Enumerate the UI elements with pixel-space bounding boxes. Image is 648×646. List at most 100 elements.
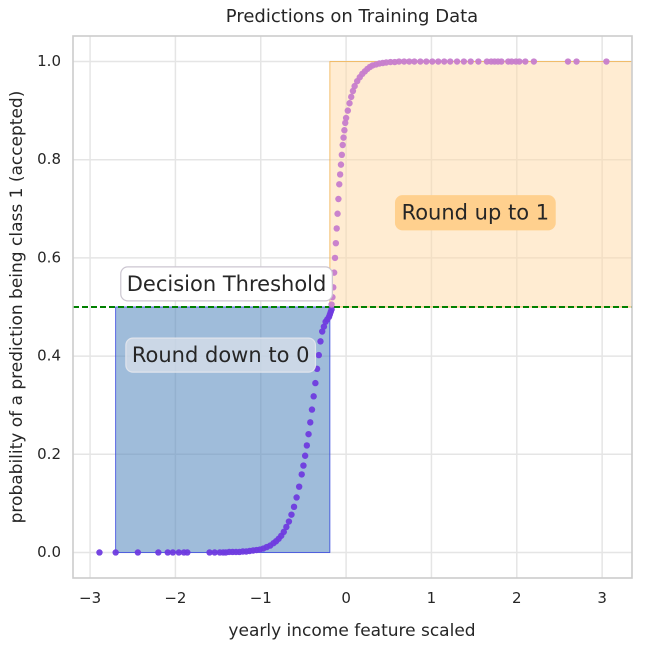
class-1-point <box>332 239 340 247</box>
class-1-point <box>417 58 424 65</box>
class-1-point <box>453 58 461 65</box>
class-0-point <box>184 549 191 556</box>
class-0-point <box>307 419 314 426</box>
class-0-point <box>134 549 142 556</box>
chart-title: Predictions on Training Data <box>226 6 478 27</box>
class-1-point <box>340 134 347 141</box>
class-1-point <box>331 254 339 262</box>
class-1-point <box>342 114 350 122</box>
class-1-point <box>328 301 335 308</box>
class-0-point <box>280 528 287 536</box>
decision-threshold-label: Decision Threshold <box>127 272 327 296</box>
x-tick-label: −1 <box>250 589 272 607</box>
class-0-point <box>211 549 218 556</box>
class-1-point <box>406 58 413 65</box>
class-1-point <box>429 58 436 65</box>
y-tick-label: 0.8 <box>37 150 61 168</box>
y-tick-label: 0.6 <box>37 248 61 266</box>
class-1-point <box>441 58 448 65</box>
class-0-point <box>155 549 162 556</box>
class-1-point <box>516 58 523 65</box>
class-0-point <box>320 323 328 330</box>
class-0-point <box>169 549 177 556</box>
class-1-point <box>530 58 538 65</box>
class-1-point <box>348 93 355 101</box>
class-1-point <box>337 161 345 168</box>
class-0-point <box>310 393 317 400</box>
class-1-point <box>341 127 348 134</box>
annotations: Decision Threshold Round down to 0 Round u… <box>120 195 556 373</box>
class-1-point <box>603 58 610 65</box>
class-0-point <box>290 503 298 511</box>
class-0-point <box>301 452 309 459</box>
y-axis-label: probability of a prediction being class … <box>7 91 27 524</box>
class-1-point <box>460 58 468 65</box>
class-1-point <box>475 58 482 65</box>
round-down-label: Round down to 0 <box>132 343 310 367</box>
class-0-point <box>112 549 119 556</box>
class-0-point <box>317 338 324 345</box>
class-1-point <box>336 181 343 188</box>
round-down-label-box <box>125 337 317 373</box>
class-0-point <box>96 549 103 556</box>
class-1-point <box>423 58 430 65</box>
x-tick-label: −2 <box>164 589 186 607</box>
class-0-point <box>283 523 290 531</box>
x-tick-label: 1 <box>427 589 437 607</box>
class-1-point <box>467 58 474 65</box>
class-0-point <box>328 306 335 313</box>
plot-frame <box>72 35 633 579</box>
class-0-point <box>298 471 305 478</box>
decision-threshold-label-box <box>120 266 333 302</box>
y-tick-label: 0.2 <box>37 445 61 463</box>
class-1-point <box>349 87 357 95</box>
class-0-point <box>285 518 293 525</box>
class-1-point <box>395 58 403 65</box>
round-up-label-group: Round up to 1 <box>394 195 556 231</box>
class-1-point <box>351 82 358 90</box>
data-points <box>96 58 610 556</box>
class-0-point <box>305 430 312 438</box>
class-1-point <box>342 119 349 127</box>
class-1-point <box>411 58 418 65</box>
class-0-point <box>308 406 316 413</box>
class-1-point <box>447 58 454 65</box>
class-1-point <box>333 225 340 232</box>
class-0-point <box>164 549 171 556</box>
class-1-point <box>522 58 529 65</box>
class-0-point <box>319 328 326 335</box>
class-1-point <box>498 58 505 65</box>
y-tick-label: 0.0 <box>37 543 61 561</box>
class-1-point <box>334 210 341 217</box>
class-0-point <box>303 442 311 449</box>
decision-threshold-label-group: Decision Threshold <box>120 266 333 302</box>
round-up-region <box>329 61 633 308</box>
y-axis-ticks: 0.0 0.2 0.4 0.6 0.8 1.0 <box>37 52 61 561</box>
class-0-point <box>206 549 213 556</box>
class-1-point <box>336 171 344 178</box>
x-tick-label: 2 <box>512 589 522 607</box>
class-1-point <box>564 58 572 65</box>
y-tick-label: 1.0 <box>37 52 61 70</box>
class-1-point <box>346 100 353 107</box>
class-1-point <box>335 195 342 203</box>
class-1-point <box>400 58 408 65</box>
class-1-point <box>338 151 346 159</box>
class-1-point <box>344 107 352 114</box>
y-tick-label: 0.4 <box>37 347 61 365</box>
class-0-point <box>293 494 300 501</box>
class-0-point <box>295 483 303 490</box>
class-1-point <box>573 58 580 65</box>
round-down-label-group: Round down to 0 <box>125 337 317 373</box>
x-tick-label: 0 <box>341 589 351 607</box>
class-0-point <box>300 462 307 469</box>
class-1-point <box>339 141 346 149</box>
round-up-label: Round up to 1 <box>402 201 550 225</box>
class-0-point <box>312 379 319 387</box>
x-tick-label: 3 <box>597 589 607 607</box>
class-0-point <box>315 351 322 359</box>
round-up-label-box <box>394 195 556 231</box>
class-0-point <box>288 511 295 518</box>
x-axis-label: yearly income feature scaled <box>228 621 475 641</box>
